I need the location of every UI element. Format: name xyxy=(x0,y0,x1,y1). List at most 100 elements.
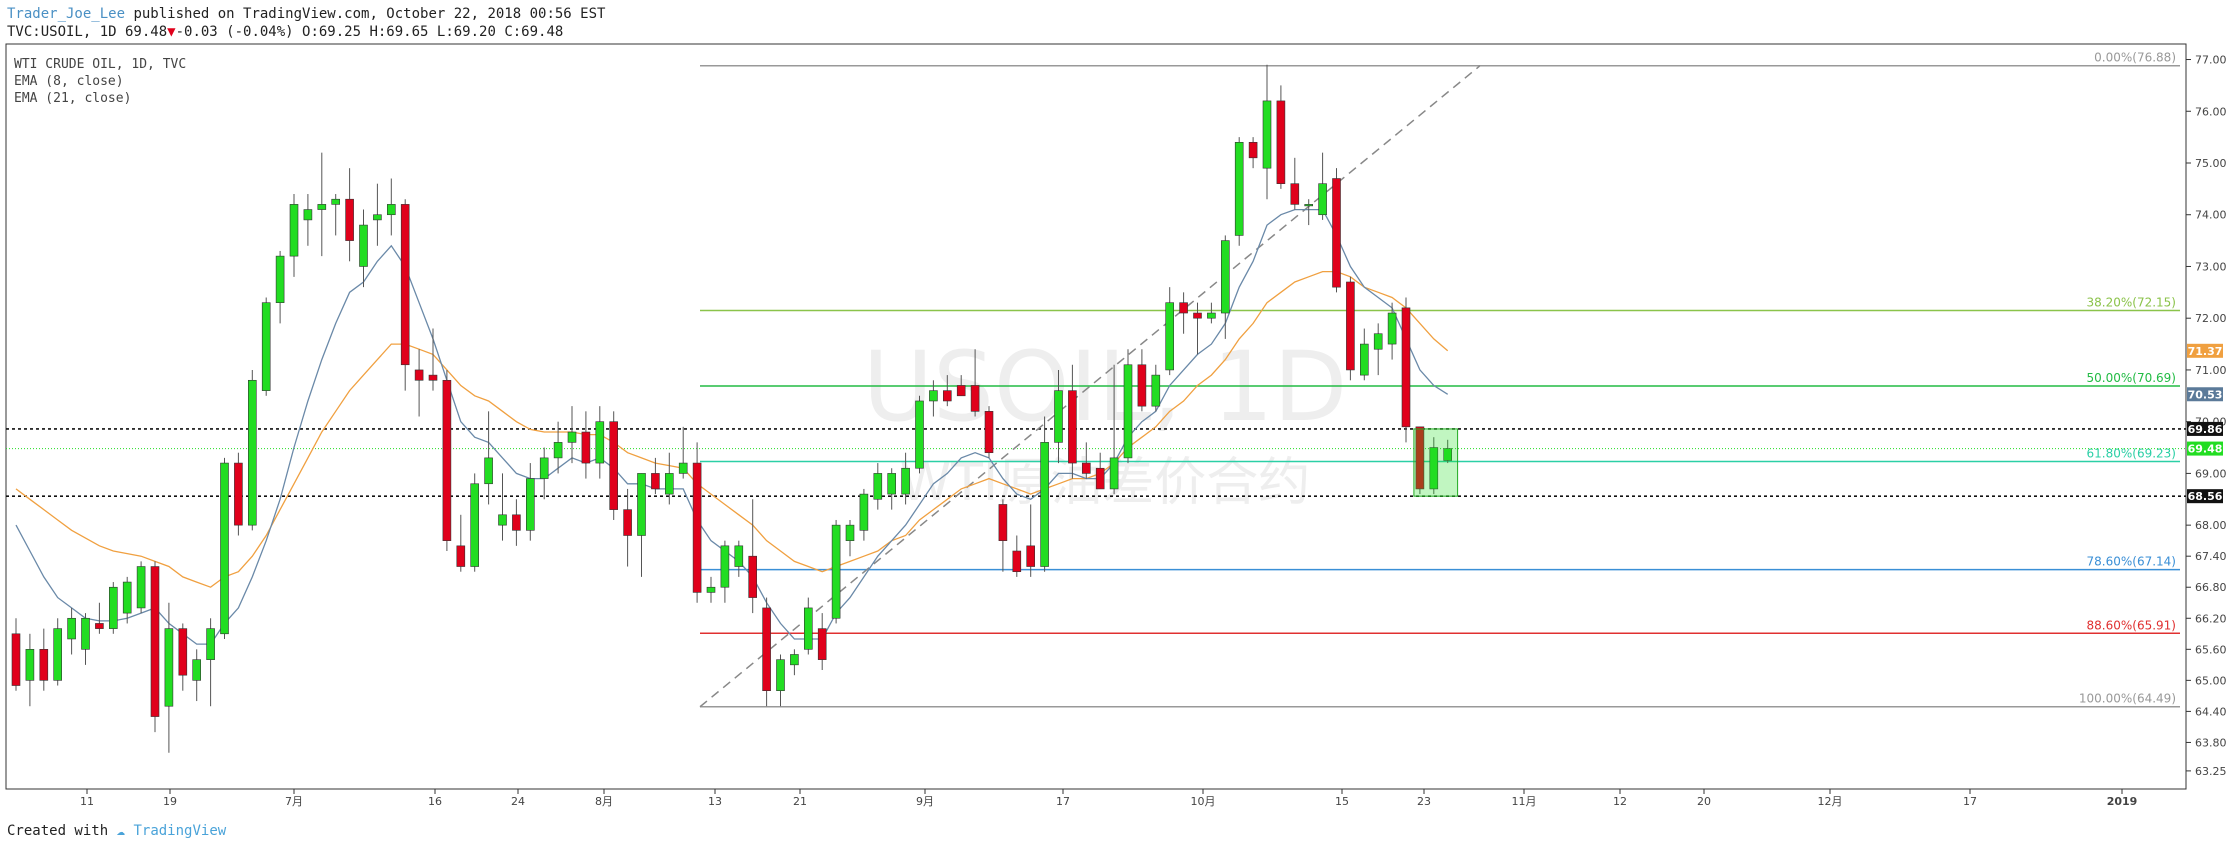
candle xyxy=(678,426,688,479)
candle xyxy=(609,411,619,520)
candle xyxy=(901,452,910,505)
candle-body xyxy=(1221,240,1230,314)
candle xyxy=(1332,168,1341,293)
candle-body xyxy=(400,204,410,366)
author-link[interactable]: Trader_Joe_Lee xyxy=(7,6,126,22)
watermark-symbol: USOIL, 1D xyxy=(863,331,1348,443)
candle-body xyxy=(1429,447,1439,490)
fib-trend-line[interactable] xyxy=(699,65,1481,708)
chart-pane[interactable] xyxy=(5,43,2187,790)
candle xyxy=(831,519,841,624)
candle-body xyxy=(984,411,994,454)
candle-body xyxy=(1109,457,1119,490)
candle xyxy=(1193,302,1202,355)
price-axis[interactable]: 77.0076.0075.0074.0073.0072.0071.0070.00… xyxy=(2186,54,2227,778)
candle xyxy=(484,411,493,505)
candle xyxy=(790,649,799,676)
candle-body xyxy=(929,390,938,402)
published-text: published on TradingView.com, October 22… xyxy=(125,6,606,22)
time-axis[interactable]: 11 19 7月 16 24 8月 13 21 9月 17 10月 15 23 11月 12 20 12月 17 2… xyxy=(80,789,2137,808)
candle xyxy=(456,514,466,572)
candle-body xyxy=(261,302,271,391)
candle-body xyxy=(289,204,299,257)
candle xyxy=(1207,302,1216,324)
x-tick-label: 9月 xyxy=(916,795,934,808)
candle-body xyxy=(581,431,591,464)
last-candle-highlight xyxy=(1413,428,1459,497)
candle-body xyxy=(637,473,646,536)
candle xyxy=(1234,137,1244,246)
candle-body xyxy=(303,209,313,221)
candle-body xyxy=(484,457,493,485)
candle xyxy=(1373,323,1383,376)
candle-body xyxy=(178,628,188,676)
candle xyxy=(623,488,632,567)
candle xyxy=(1360,328,1369,381)
candle xyxy=(1387,302,1397,360)
fib-level-label-6: 100.00%(64.49) xyxy=(2079,692,2176,706)
candle-body xyxy=(81,617,90,650)
symbol-line: TVC:USOIL, 1D 69.48▼-0.03 (-0.04%) O:69.… xyxy=(7,24,563,40)
candle xyxy=(803,597,813,655)
tradingview-link[interactable]: TradingView xyxy=(133,823,227,839)
candle-body xyxy=(39,649,49,681)
x-tick-label: 12 xyxy=(1613,795,1627,808)
candle xyxy=(720,540,730,603)
x-tick-label: 11月 xyxy=(1512,795,1537,808)
candle-body xyxy=(442,379,452,541)
horizontal-lines[interactable] xyxy=(6,428,2186,497)
candle-body xyxy=(873,473,883,500)
candle xyxy=(1429,437,1439,495)
candle xyxy=(331,194,341,236)
candle xyxy=(178,623,188,691)
publisher-line: Trader_Joe_Lee published on TradingView.… xyxy=(7,6,605,22)
x-tick-label: 7月 xyxy=(285,795,303,808)
candle xyxy=(956,375,966,397)
tradingview-logo-icon[interactable]: ☁ xyxy=(116,823,126,839)
candle-body xyxy=(1012,550,1022,573)
candle xyxy=(1276,85,1286,189)
candle-body xyxy=(1068,390,1077,464)
price-badge-label: 69.86 xyxy=(2188,423,2223,436)
candle xyxy=(67,607,76,655)
y-tick-label: 75.00 xyxy=(2195,157,2227,170)
candle xyxy=(998,499,1008,572)
x-tick-label: 15 xyxy=(1335,795,1349,808)
candle-body xyxy=(1137,364,1147,407)
down-triangle-icon: ▼ xyxy=(167,24,176,40)
x-tick-label: 11 xyxy=(80,795,94,808)
price-badge-bg xyxy=(2187,441,2223,456)
candle-body xyxy=(692,462,702,593)
y-tick-label: 65.60 xyxy=(2195,643,2227,656)
y-tick-label: 63.25 xyxy=(2195,765,2227,778)
candle-body xyxy=(317,204,327,210)
y-tick-label: 64.40 xyxy=(2195,705,2227,718)
candle xyxy=(1221,235,1230,339)
candle xyxy=(776,654,785,707)
candle-body xyxy=(11,633,21,686)
candle xyxy=(539,447,549,500)
candle xyxy=(164,602,174,753)
y-tick-label: 71.00 xyxy=(2195,364,2227,377)
candle xyxy=(845,519,855,557)
candle xyxy=(275,250,285,324)
candle xyxy=(1318,152,1327,220)
candle xyxy=(748,499,758,614)
x-tick-label: 13 xyxy=(708,795,722,808)
x-tick-label: 2019 xyxy=(2107,795,2138,808)
y-tick-label: 69.00 xyxy=(2195,467,2227,480)
y-tick-label: 66.80 xyxy=(2195,581,2227,594)
candle xyxy=(428,328,438,391)
fib-retracement[interactable]: 0.00%(76.88) 38.20%(72.15) 50.00%(70.69) 61… xyxy=(700,51,2180,708)
candle-body xyxy=(790,654,799,666)
x-tick-label: 12月 xyxy=(1818,795,1843,808)
candle-body xyxy=(525,478,535,531)
fib-level-label-3: 61.80%(69.23) xyxy=(2087,447,2176,461)
candle-body xyxy=(1082,462,1091,474)
candle-body xyxy=(845,524,855,541)
price-badge-label: 69.48 xyxy=(2188,443,2223,456)
candle-body xyxy=(1165,302,1174,371)
candle-body xyxy=(1387,312,1397,345)
candle-body xyxy=(1234,141,1244,236)
